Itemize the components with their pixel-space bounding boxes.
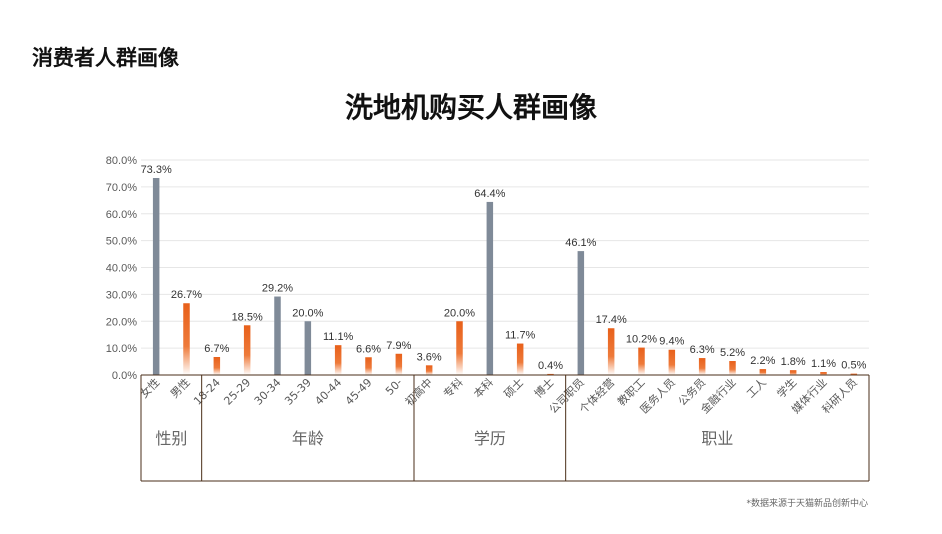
y-tick-label: 80.0% [106, 155, 137, 167]
x-tick-label: 18-24 [191, 376, 223, 408]
y-axis: 0.0% 10.0% 20.0% 30.0% 40.0% 50.0% 60.0% 70.0% 8… [106, 155, 137, 382]
category-groups: 性别 年龄 学历 职业 [140, 374, 870, 482]
y-tick-label: 40.0% [106, 263, 137, 275]
x-tick-label: 本科 [470, 375, 495, 400]
bar [577, 251, 585, 375]
data-label: 0.5% [841, 360, 866, 372]
data-label: 18.5% [232, 311, 263, 323]
bar [789, 370, 797, 375]
data-label: 11.7% [505, 330, 536, 342]
data-label: 6.6% [356, 343, 381, 355]
data-label: 5.2% [720, 347, 745, 359]
gridlines [141, 159, 869, 349]
bars: 73.3%26.7%6.7%18.5%29.2%20.0%11.1%6.6% 7.… [141, 164, 867, 375]
bar [698, 358, 706, 375]
bar [365, 357, 372, 375]
data-label: 2.2% [750, 355, 775, 367]
section-title: 消费者人群画像 [32, 46, 179, 70]
bar [638, 347, 645, 375]
x-tick-label: 50- [383, 376, 405, 398]
data-label: 64.4% [474, 188, 505, 200]
x-tick-label: 25-29 [221, 376, 253, 408]
bar [334, 345, 342, 375]
x-tick-label: 男性 [167, 375, 192, 400]
bar [425, 365, 433, 375]
bar [820, 372, 827, 375]
y-tick-label: 30.0% [106, 289, 137, 301]
data-label: 1.1% [811, 358, 836, 370]
bar [516, 343, 524, 375]
data-label: 20.0% [292, 307, 323, 319]
bar [547, 373, 554, 375]
bar [729, 361, 736, 375]
data-label: 46.1% [565, 237, 596, 249]
data-label: 26.7% [171, 289, 202, 301]
bar [304, 321, 312, 375]
x-tick-label: 30-34 [252, 376, 284, 408]
bar [486, 201, 494, 375]
y-tick-label: 60.0% [106, 209, 137, 221]
bar [213, 356, 221, 375]
x-tick-label: 40-44 [312, 376, 344, 408]
bar [395, 353, 403, 375]
data-label: 6.7% [204, 343, 229, 355]
x-tick-label: 专科 [440, 375, 465, 400]
bar [456, 321, 463, 375]
y-tick-label: 10.0% [106, 343, 137, 355]
bar [274, 296, 281, 375]
data-label: 1.8% [781, 356, 806, 368]
data-label: 73.3% [141, 164, 172, 176]
data-label: 17.4% [596, 314, 627, 326]
chart-title: 洗地机购买人群画像 [344, 91, 597, 124]
y-tick-label: 70.0% [106, 182, 137, 194]
bar [152, 178, 160, 375]
source-note: *数据来源于天猫新品创新中心 [746, 499, 868, 509]
x-tick-label: 工人 [744, 376, 769, 401]
group-label: 年龄 [292, 429, 324, 448]
data-label: 29.2% [262, 283, 293, 295]
x-tick-label: 45-49 [343, 376, 375, 408]
bar [759, 369, 767, 375]
y-tick-label: 0.0% [112, 370, 137, 382]
data-label: 9.4% [659, 336, 684, 348]
y-tick-label: 20.0% [106, 316, 137, 328]
bar [243, 325, 251, 375]
bar [668, 349, 676, 375]
x-tick-label: 博士 [532, 376, 557, 401]
data-label: 11.1% [323, 331, 354, 343]
group-label: 性别 [155, 429, 187, 448]
x-tick-label: 硕士 [502, 376, 527, 401]
x-tick-label: 学生 [774, 375, 799, 400]
data-label: 7.9% [386, 340, 411, 352]
group-label: 职业 [701, 429, 733, 448]
bar [850, 373, 858, 375]
data-label: 0.4% [538, 360, 563, 372]
data-label: 3.6% [417, 351, 442, 363]
x-tick-label: 35-39 [282, 376, 314, 408]
y-tick-label: 50.0% [106, 236, 137, 248]
bar [607, 328, 615, 375]
bar [183, 303, 190, 375]
data-label: 20.0% [444, 307, 475, 319]
data-label: 10.2% [626, 334, 657, 346]
data-label: 6.3% [690, 344, 715, 356]
x-tick-label: 初高中 [402, 375, 435, 408]
group-label: 学历 [474, 429, 506, 448]
